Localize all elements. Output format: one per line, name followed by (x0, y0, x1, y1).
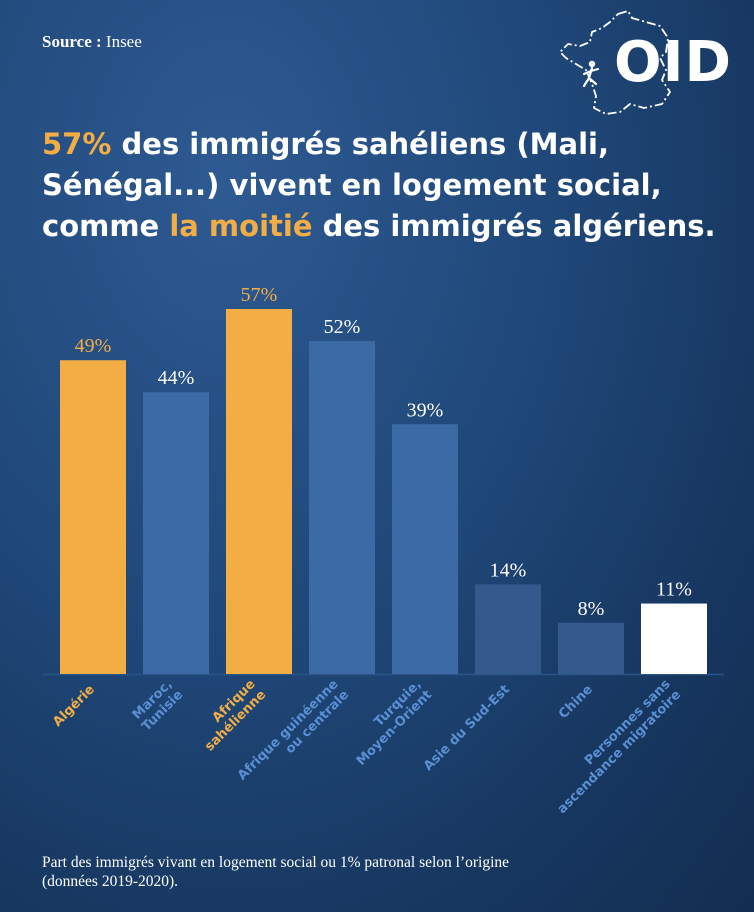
bar-value-label: 14% (490, 559, 527, 581)
bar-value-label: 52% (324, 316, 361, 338)
oid-logo: OID (556, 8, 742, 118)
headline-line1: des immigrés sahéliens (Mali, (111, 127, 609, 161)
bar-value-label: 49% (75, 335, 112, 357)
headline-line3-post: des immigrés algériens. (312, 209, 716, 243)
category-label: Asie du Sud-Est (421, 682, 513, 774)
bar (475, 584, 541, 674)
france-map-icon (559, 10, 671, 115)
source-line: Source : Insee (42, 32, 142, 52)
source-label: Source : (42, 32, 102, 51)
footnote: Part des immigrés vivant en logement soc… (42, 853, 682, 891)
bar-value-label: 8% (578, 598, 605, 620)
category-label: Turquie,Moyen-Orient (343, 677, 435, 769)
bar-value-label: 44% (158, 367, 195, 389)
category-label: Maroc,Tunisie (129, 677, 187, 735)
bar-value-label: 11% (656, 579, 692, 601)
bar (60, 360, 126, 674)
headline-highlight-half: la moitié (169, 209, 313, 243)
bar (309, 341, 375, 674)
category-label: Afriquesahélienne (192, 677, 270, 755)
bar-chart: 49% Algérie 44% Maroc,Tunisie 57% Afriquesahé… (42, 284, 724, 817)
bar-value-label: 39% (407, 399, 444, 421)
bar (143, 392, 209, 674)
headline-line2: Sénégal...) vivent en logement social, (42, 168, 662, 202)
source-name: Insee (105, 32, 142, 51)
headline-line3-pre: comme (42, 209, 170, 243)
bar (641, 603, 707, 674)
bar (392, 424, 458, 674)
headline-highlight-percent: 57% (42, 127, 112, 161)
category-label: Chine (556, 682, 596, 722)
footnote-line2: (données 2019-2020). (42, 873, 179, 890)
bar (226, 309, 292, 674)
category-label: Personnes sansascendance migratoire (544, 677, 684, 817)
logo-text: OID (614, 30, 732, 95)
bar (558, 622, 624, 674)
headline: 57% des immigrés sahéliens (Mali, Sénéga… (42, 124, 742, 247)
footnote-line1: Part des immigrés vivant en logement soc… (42, 854, 510, 871)
category-label: Algérie (50, 682, 98, 730)
bar-value-label: 57% (241, 284, 278, 306)
